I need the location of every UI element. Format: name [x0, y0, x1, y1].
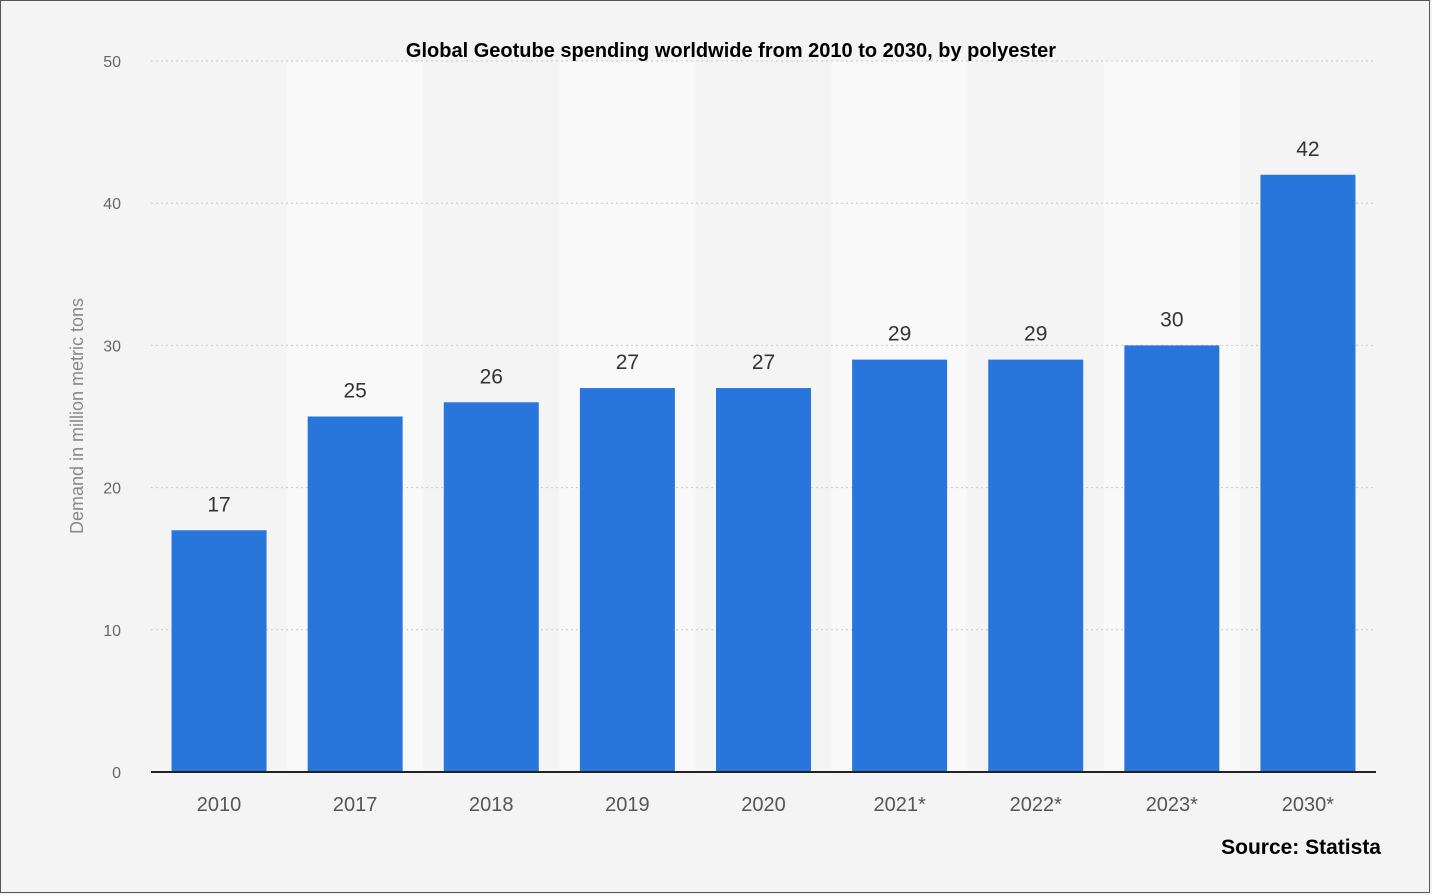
x-tick-label: 2021* — [873, 794, 925, 816]
bar — [1260, 174, 1356, 772]
y-tick-label: 40 — [103, 196, 121, 213]
data-label: 25 — [343, 380, 366, 403]
data-label: 30 — [1160, 308, 1183, 331]
x-axis-ticks: 2010 2017 2018 2019 2020 2021* 2022* 2023* 2030* — [197, 794, 1334, 816]
data-label: 29 — [888, 323, 911, 346]
x-tick-label: 2020 — [741, 794, 786, 816]
x-tick-label: 2030* — [1282, 794, 1334, 816]
data-label: 27 — [616, 351, 639, 374]
x-tick-label: 2019 — [605, 794, 650, 816]
y-axis-label: Demand in million metric tons — [67, 298, 87, 534]
bar — [171, 530, 267, 772]
data-label: 26 — [480, 365, 503, 388]
x-tick-label: 2018 — [469, 794, 514, 816]
chart-title: Global Geotube spending worldwide from 2… — [406, 40, 1056, 62]
bar — [852, 359, 948, 772]
data-label: 42 — [1296, 138, 1319, 161]
data-label: 27 — [752, 351, 775, 374]
bar — [1124, 345, 1220, 772]
data-labels: 17 25 26 27 27 29 29 30 42 — [207, 138, 1319, 517]
y-tick-label: 10 — [103, 623, 121, 640]
y-tick-label: 50 — [103, 54, 121, 71]
x-tick-label: 2017 — [333, 794, 378, 816]
data-label: 29 — [1024, 323, 1047, 346]
bar — [988, 359, 1084, 772]
x-tick-label: 2010 — [197, 794, 242, 816]
bar — [443, 402, 539, 772]
bar — [716, 388, 811, 772]
bars — [171, 174, 1356, 772]
data-label: 17 — [207, 493, 230, 516]
x-tick-label: 2022* — [1010, 794, 1062, 816]
source-label: Source: Statista — [1221, 836, 1381, 859]
y-tick-label: 20 — [103, 481, 121, 498]
y-axis-ticks: 0 10 20 30 40 50 — [103, 54, 121, 782]
y-tick-label: 30 — [103, 338, 121, 355]
bar — [307, 416, 403, 772]
y-tick-label: 0 — [112, 765, 121, 782]
x-tick-label: 2023* — [1146, 794, 1198, 816]
bar — [579, 388, 675, 772]
